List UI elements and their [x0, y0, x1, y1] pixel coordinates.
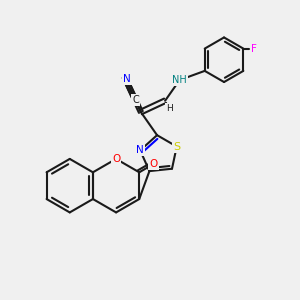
Text: NH: NH — [172, 75, 187, 85]
Text: O: O — [112, 154, 120, 164]
Text: F: F — [251, 44, 256, 54]
Text: N: N — [136, 146, 144, 155]
Text: H: H — [166, 104, 173, 113]
Text: C: C — [132, 94, 139, 105]
Text: O: O — [149, 159, 158, 169]
Text: N: N — [123, 74, 131, 84]
Text: S: S — [173, 142, 180, 152]
